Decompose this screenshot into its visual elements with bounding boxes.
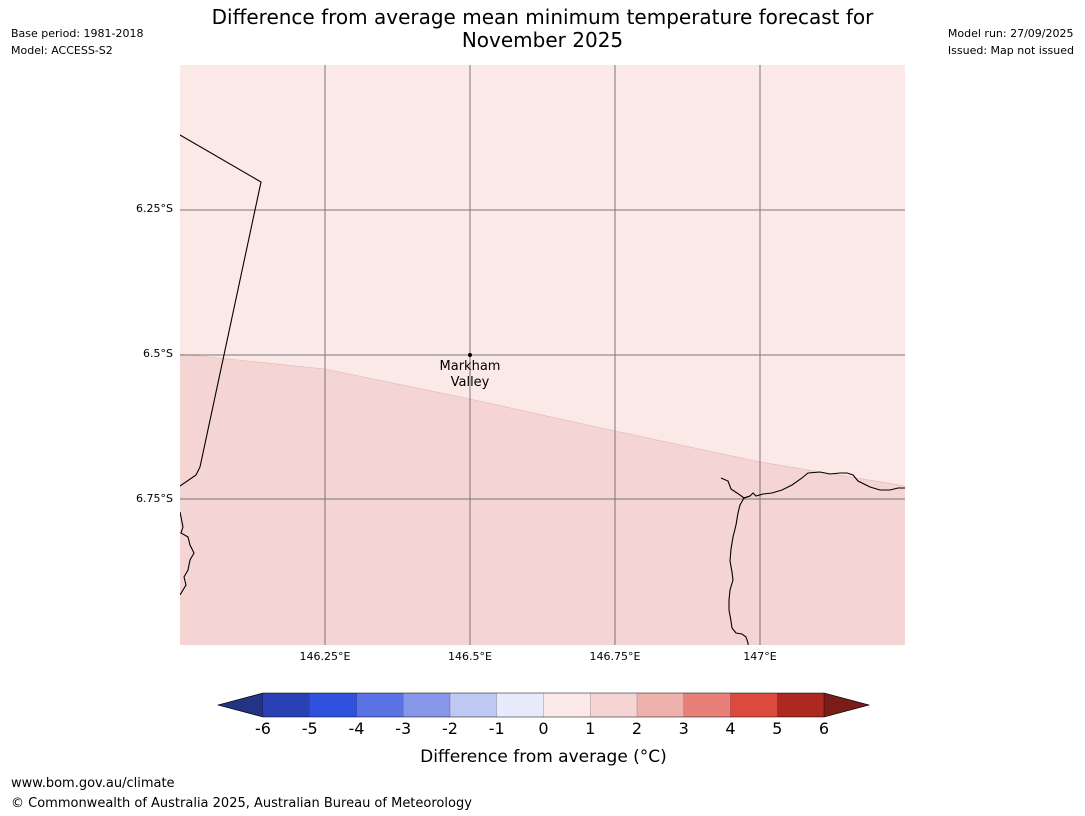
region-boundary [180, 353, 905, 487]
colorbar-tick-1: 1 [585, 719, 596, 738]
graticule [180, 65, 905, 645]
colorbar-extend-low [217, 692, 264, 718]
colorbar-outline [216, 692, 871, 718]
colorbar-tick-0: 0 [538, 719, 549, 738]
colorbar-tick-minus6: -6 [255, 719, 271, 738]
longitude-label-146-25: 146.25°E [299, 650, 351, 663]
colorbar-segment-minus5 [309, 693, 357, 717]
footer-copyright: © Commonwealth of Australia 2025, Austra… [11, 796, 472, 811]
latitude-label-6-75: 6.75°S [136, 492, 173, 505]
header-meta-left: Base period: 1981-2018 Model: ACCESS-S2 [11, 25, 143, 59]
colorbar-extend-high [823, 692, 870, 718]
colorbar-segment-minus2 [450, 693, 497, 717]
colorbar-tick-minus5: -5 [301, 719, 318, 738]
map-title-line1: Difference from average mean minimum tem… [211, 5, 874, 29]
colorbar-segment-0 [543, 693, 591, 717]
markham-valley-marker [468, 353, 472, 357]
border-line [180, 134, 262, 487]
colorbar-tick-6: 6 [818, 719, 830, 738]
colorbar-segment-minus6 [263, 693, 310, 717]
longitude-label-146-75: 146.75°E [589, 650, 641, 663]
latitude-label-6-5: 6.5°S [143, 347, 173, 360]
map-title-line2: November 2025 [461, 28, 624, 52]
colorbar-segment-minus4 [356, 693, 404, 717]
colorbar-segment-minus3 [403, 693, 450, 717]
colorbar-tick-5: 5 [772, 719, 783, 738]
colorbar-segment-minus1 [496, 693, 544, 717]
map-canvas [180, 65, 905, 645]
coastline-west [180, 511, 195, 596]
colorbar-label: Difference from average (°C) [420, 747, 667, 767]
colorbar-segment-3 [683, 693, 731, 717]
colorbar-tick-minus3: -3 [395, 719, 412, 738]
issued-text: Issued: Map not issued [947, 44, 1074, 57]
base-period-text: Base period: 1981-2018 [11, 27, 144, 40]
model-text: Model: ACCESS-S2 [11, 44, 113, 57]
colorbar [216, 692, 871, 718]
colorbar-tick-4: 4 [725, 719, 736, 738]
longitude-label-146-5: 146.5°E [448, 650, 492, 663]
header-meta-right: Model run: 27/09/2025 Issued: Map not is… [948, 25, 1074, 59]
colorbar-tick-minus2: -2 [442, 719, 458, 738]
map-title: Difference from average mean minimum tem… [180, 6, 905, 52]
colorbar-tick-minus4: -4 [348, 719, 365, 738]
latitude-label-6-25: 6.25°S [136, 202, 173, 215]
colorbar-segment-4 [730, 693, 778, 717]
colorbar-segment-5 [777, 693, 824, 717]
place-name-line2: Valley [450, 375, 490, 390]
coastlines [180, 134, 905, 645]
colorbar-tick-minus1: -1 [488, 719, 505, 738]
colorbar-dividers [309, 693, 778, 717]
place-name-line1: Markham [439, 359, 501, 374]
colorbar-segments [263, 693, 824, 717]
colorbar-segment-2 [637, 693, 684, 717]
coastline-peninsula [728, 495, 751, 645]
colorbar-tick-3: 3 [678, 719, 689, 738]
place-label-markham-valley: Markham Valley [440, 359, 501, 391]
colorbar-tick-2: 2 [631, 719, 643, 738]
colorbar-segment-1 [590, 693, 637, 717]
model-run-text: Model run: 27/09/2025 [947, 27, 1074, 40]
forecast-map [180, 65, 905, 645]
longitude-label-147: 147°E [743, 650, 777, 663]
footer-url: www.bom.gov.au/climate [11, 776, 175, 791]
